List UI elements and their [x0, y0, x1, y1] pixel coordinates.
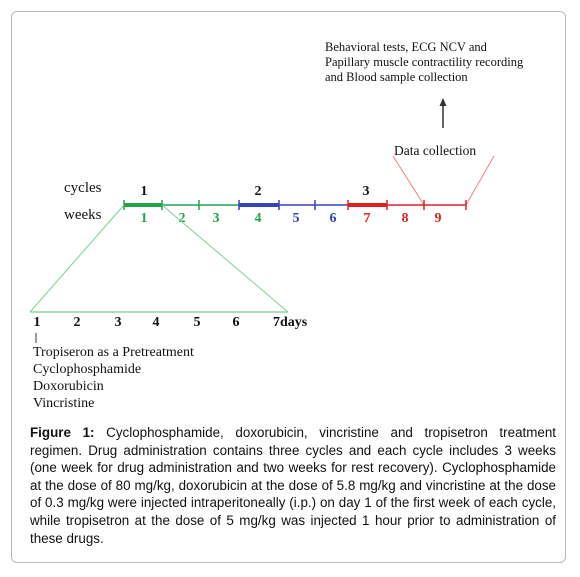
week-number-7: 7	[364, 211, 371, 226]
arrow-up-head	[439, 98, 447, 106]
day-number-7: 7days	[273, 315, 308, 330]
day-number-5: 5	[194, 315, 201, 330]
treatment-item-2: Cyclophosphamide	[33, 362, 141, 377]
week-number-4: 4	[255, 211, 262, 226]
data-collection-line-left	[392, 155, 425, 206]
day-number-1: 1	[34, 315, 41, 330]
top-note-line-3: and Blood sample collection	[325, 70, 468, 84]
caption-text: Cyclophosphamide, doxorubicin, vincristi…	[30, 425, 556, 546]
zoom-line-left	[29, 204, 125, 313]
treatment-item-1: Tropiseron as a Pretreatment	[33, 345, 194, 360]
cycle-number-1: 1	[141, 184, 148, 199]
zoom-line-right	[161, 204, 289, 313]
data-collection-line-right	[465, 155, 495, 206]
day-number-3: 3	[115, 315, 122, 330]
top-note-line-1: Behavioral tests, ECG NCV and	[325, 40, 488, 54]
figure-caption: Figure 1: Cyclophosphamide, doxorubicin,…	[30, 424, 556, 547]
week-number-8: 8	[402, 211, 409, 226]
week-number-2: 2	[179, 211, 186, 226]
day-number-4: 4	[153, 315, 160, 330]
week-number-9: 9	[435, 211, 442, 226]
week-number-6: 6	[330, 211, 337, 226]
figure-frame	[11, 11, 566, 563]
treatment-item-4: Vincristine	[33, 396, 94, 411]
treatment-item-3: Doxorubicin	[33, 379, 104, 394]
week-number-5: 5	[293, 211, 300, 226]
top-note-line-2: Papillary muscle contractility recording	[325, 55, 524, 69]
week-number-1: 1	[141, 211, 148, 226]
cycles-label: cycles	[64, 180, 102, 196]
day-number-6: 6	[233, 315, 240, 330]
day-number-2: 2	[74, 315, 81, 330]
weeks-label: weeks	[64, 207, 102, 223]
caption-label: Figure 1:	[30, 425, 95, 440]
cycle-number-2: 2	[255, 184, 262, 199]
cycle-number-3: 3	[363, 184, 370, 199]
data-collection-label: Data collection	[394, 143, 476, 158]
week-number-3: 3	[213, 211, 220, 226]
